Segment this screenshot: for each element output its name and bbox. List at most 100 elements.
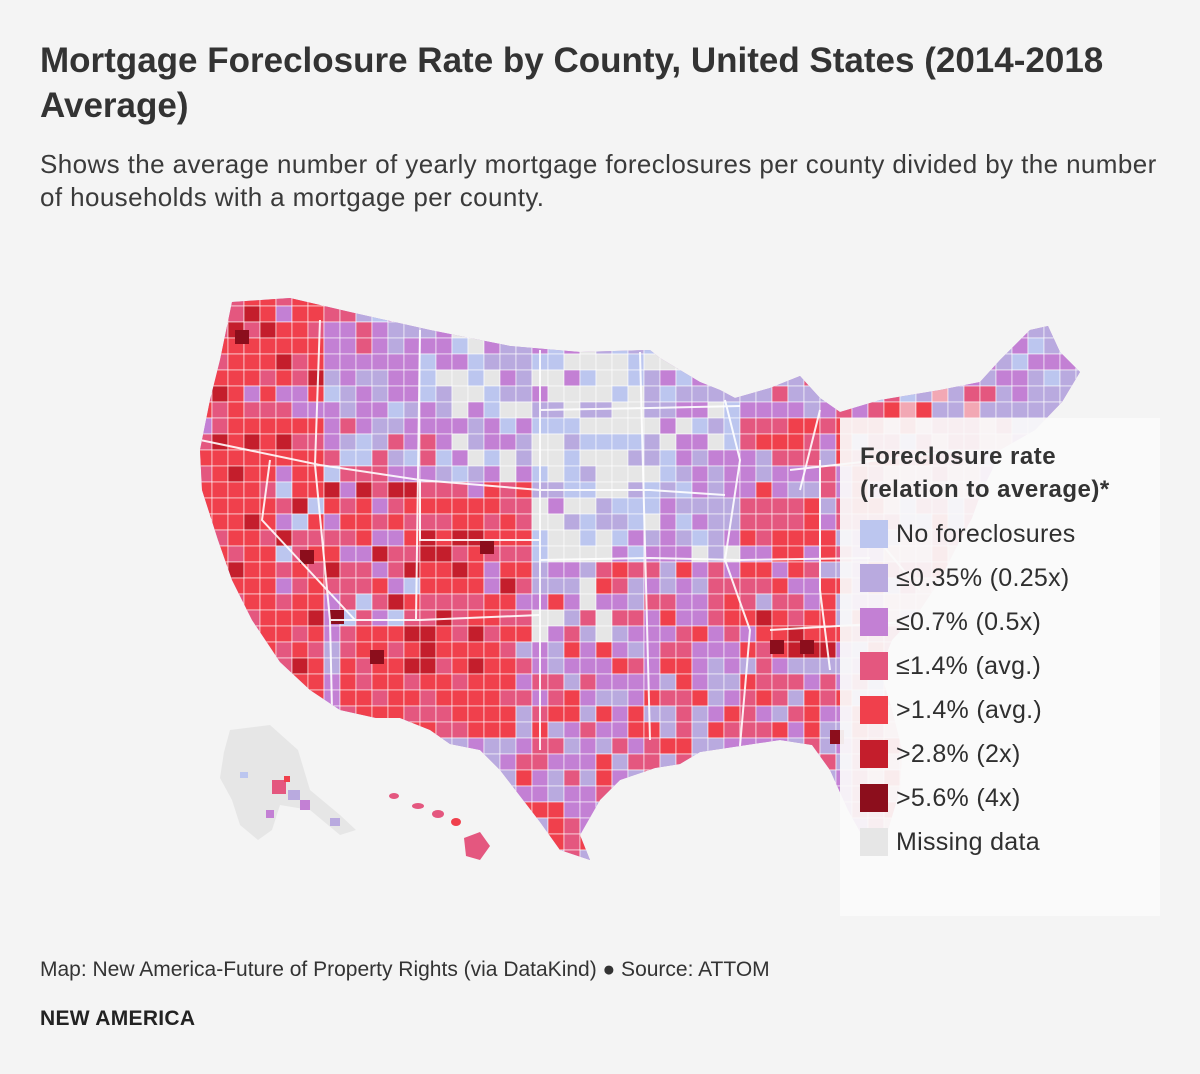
county-cell (787, 321, 805, 339)
county-cell (579, 849, 597, 860)
county-cell (771, 465, 789, 483)
county-cell (947, 305, 965, 323)
county-cell (643, 465, 661, 483)
county-cell (995, 369, 1013, 387)
county-cell (1124, 402, 1130, 418)
county-cell (403, 593, 421, 611)
county-cell (787, 497, 805, 515)
county-cell (451, 321, 469, 339)
county-cell (180, 850, 196, 866)
county-cell (200, 561, 213, 579)
county-cell (739, 417, 757, 435)
county-cell (563, 609, 581, 627)
county-cell (371, 449, 389, 467)
county-cell (659, 689, 677, 707)
county-cell (708, 866, 724, 882)
county-cell (243, 625, 261, 643)
county-cell (227, 561, 245, 579)
county-cell (243, 593, 261, 611)
county-cell (531, 801, 549, 819)
county-cell (467, 705, 485, 723)
county-cell (771, 353, 789, 371)
county-cell (531, 833, 549, 851)
county-cell (804, 882, 820, 890)
county-cell (547, 369, 565, 387)
legend-item: >1.4% (avg.) (860, 688, 1142, 732)
county-cell (755, 369, 773, 387)
county-cell (403, 689, 421, 707)
county-cell (275, 817, 293, 835)
county-cell (180, 530, 196, 546)
county-cell (371, 545, 389, 563)
county-cell (515, 561, 533, 579)
county-cell (339, 337, 357, 355)
county-cell (627, 785, 645, 803)
county-cell (899, 385, 917, 403)
county-cell (307, 721, 325, 739)
county-cell (419, 593, 437, 611)
county-cell (643, 849, 661, 860)
county-cell (915, 353, 933, 371)
county-cell (387, 305, 405, 323)
county-cell (707, 657, 725, 675)
county-cell (483, 817, 501, 835)
county-cell (467, 369, 485, 387)
county-cell (419, 689, 437, 707)
county-cell (723, 801, 741, 819)
county-cell (851, 369, 869, 387)
county-cell (595, 417, 613, 435)
county-cell (244, 866, 260, 882)
county-cell (595, 737, 613, 755)
county-cell (755, 689, 773, 707)
county-cell (883, 369, 901, 387)
county-cell (1124, 338, 1130, 354)
county-cell (259, 401, 277, 419)
county-cell (291, 577, 309, 595)
county-cell (963, 369, 981, 387)
county-cell (595, 785, 613, 803)
county-cell (1092, 386, 1108, 402)
county-cell (483, 801, 501, 819)
county-cell (547, 433, 565, 451)
county-cell (851, 337, 869, 355)
county-cell (371, 817, 389, 835)
county-cell (707, 417, 725, 435)
county-cell (259, 657, 277, 675)
county-cell (819, 449, 837, 467)
county-cell (339, 641, 357, 659)
county-cell (803, 369, 821, 387)
county-cell (819, 497, 837, 515)
county-cell (259, 417, 277, 435)
county-cell (819, 833, 837, 851)
county-cell (595, 401, 613, 419)
county-cell (611, 497, 629, 515)
county-cell (307, 609, 325, 627)
county-cell (595, 801, 613, 819)
county-cell (372, 882, 388, 890)
county-cell (820, 866, 836, 882)
county-cell (580, 866, 596, 882)
county-cell (211, 545, 229, 563)
county-cell (563, 817, 581, 835)
county-cell (675, 321, 693, 339)
county-cell (595, 513, 613, 531)
county-cell (547, 449, 565, 467)
county-cell (739, 849, 757, 860)
county-cell (275, 337, 293, 355)
county-cell (291, 625, 309, 643)
county-cell (563, 321, 581, 339)
county-cell (787, 657, 805, 675)
county-cell (371, 513, 389, 531)
county-cell (659, 529, 677, 547)
county-cell (180, 290, 196, 306)
county-cell (435, 849, 453, 860)
county-cell (771, 609, 789, 627)
county-cell (819, 417, 837, 435)
county-cell (275, 417, 293, 435)
county-cell (419, 529, 437, 547)
county-cell (691, 801, 709, 819)
county-cell (899, 305, 917, 323)
county-cell (787, 705, 805, 723)
county-cell (579, 737, 597, 755)
county-cell (436, 866, 452, 882)
